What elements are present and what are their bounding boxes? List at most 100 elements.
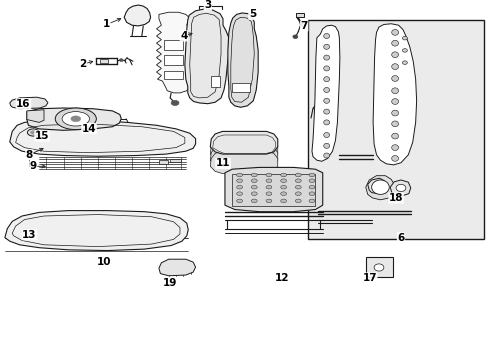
Bar bbox=[365, 257, 392, 277]
Text: 11: 11 bbox=[215, 158, 230, 168]
Polygon shape bbox=[365, 176, 394, 200]
Ellipse shape bbox=[323, 87, 329, 93]
Ellipse shape bbox=[71, 116, 81, 122]
Ellipse shape bbox=[265, 173, 271, 177]
Ellipse shape bbox=[236, 173, 242, 177]
Ellipse shape bbox=[323, 66, 329, 71]
Bar bbox=[164, 40, 183, 50]
Ellipse shape bbox=[30, 131, 36, 134]
Ellipse shape bbox=[402, 49, 407, 52]
Ellipse shape bbox=[308, 199, 314, 203]
Polygon shape bbox=[184, 9, 228, 104]
Text: 7: 7 bbox=[300, 21, 307, 31]
Ellipse shape bbox=[391, 121, 398, 127]
Ellipse shape bbox=[391, 40, 398, 46]
Bar bbox=[164, 71, 183, 79]
Ellipse shape bbox=[391, 30, 398, 35]
Ellipse shape bbox=[395, 184, 405, 192]
Ellipse shape bbox=[295, 192, 301, 195]
Ellipse shape bbox=[323, 143, 329, 148]
Bar bbox=[232, 174, 315, 206]
Bar bbox=[307, 20, 483, 239]
Ellipse shape bbox=[391, 156, 398, 161]
Text: 9: 9 bbox=[30, 161, 37, 171]
Text: 18: 18 bbox=[388, 193, 403, 203]
Ellipse shape bbox=[308, 192, 314, 195]
Ellipse shape bbox=[236, 199, 242, 203]
Polygon shape bbox=[210, 151, 277, 174]
Ellipse shape bbox=[323, 153, 329, 158]
Ellipse shape bbox=[323, 109, 329, 114]
Ellipse shape bbox=[323, 120, 329, 125]
Ellipse shape bbox=[373, 264, 383, 271]
Ellipse shape bbox=[236, 192, 242, 195]
Ellipse shape bbox=[236, 185, 242, 189]
Ellipse shape bbox=[295, 179, 301, 183]
Bar bbox=[100, 59, 107, 63]
Ellipse shape bbox=[308, 173, 314, 177]
Ellipse shape bbox=[55, 108, 96, 130]
Bar bbox=[170, 159, 181, 162]
Ellipse shape bbox=[280, 173, 286, 177]
Polygon shape bbox=[159, 259, 195, 276]
Ellipse shape bbox=[280, 185, 286, 189]
Text: 12: 12 bbox=[274, 273, 288, 283]
Ellipse shape bbox=[391, 145, 398, 150]
Text: 13: 13 bbox=[22, 230, 37, 240]
Polygon shape bbox=[311, 25, 339, 161]
Bar bbox=[159, 160, 167, 164]
Bar bbox=[295, 13, 303, 17]
Text: 1: 1 bbox=[103, 19, 110, 30]
Ellipse shape bbox=[280, 199, 286, 203]
Ellipse shape bbox=[391, 76, 398, 81]
Polygon shape bbox=[224, 167, 322, 212]
Ellipse shape bbox=[251, 185, 257, 189]
Ellipse shape bbox=[265, 192, 271, 195]
Text: 6: 6 bbox=[397, 233, 404, 243]
Polygon shape bbox=[10, 120, 195, 156]
Ellipse shape bbox=[171, 100, 179, 105]
Ellipse shape bbox=[391, 88, 398, 94]
Ellipse shape bbox=[308, 179, 314, 183]
Ellipse shape bbox=[265, 199, 271, 203]
Text: 2: 2 bbox=[80, 59, 86, 69]
Polygon shape bbox=[389, 180, 410, 196]
Ellipse shape bbox=[295, 173, 301, 177]
Text: 14: 14 bbox=[81, 123, 96, 134]
Ellipse shape bbox=[280, 179, 286, 183]
Ellipse shape bbox=[371, 180, 388, 194]
Text: 17: 17 bbox=[362, 273, 376, 283]
Polygon shape bbox=[27, 110, 44, 122]
Ellipse shape bbox=[402, 61, 407, 64]
Bar bbox=[231, 83, 250, 92]
Ellipse shape bbox=[323, 132, 329, 138]
Text: 5: 5 bbox=[248, 9, 255, 19]
Text: 19: 19 bbox=[163, 278, 177, 288]
Ellipse shape bbox=[323, 98, 329, 103]
Ellipse shape bbox=[27, 129, 39, 136]
Ellipse shape bbox=[265, 185, 271, 189]
Ellipse shape bbox=[251, 179, 257, 183]
Polygon shape bbox=[367, 178, 386, 194]
Polygon shape bbox=[210, 131, 277, 154]
Ellipse shape bbox=[391, 133, 398, 139]
Text: 4: 4 bbox=[180, 31, 187, 41]
Ellipse shape bbox=[295, 199, 301, 203]
Ellipse shape bbox=[323, 55, 329, 60]
Ellipse shape bbox=[391, 52, 398, 58]
Ellipse shape bbox=[251, 192, 257, 195]
Ellipse shape bbox=[323, 33, 329, 39]
Ellipse shape bbox=[280, 192, 286, 195]
Ellipse shape bbox=[323, 77, 329, 82]
Ellipse shape bbox=[391, 110, 398, 116]
Polygon shape bbox=[27, 108, 121, 130]
Ellipse shape bbox=[236, 179, 242, 183]
Ellipse shape bbox=[265, 179, 271, 183]
Ellipse shape bbox=[119, 59, 123, 62]
Ellipse shape bbox=[391, 99, 398, 104]
Polygon shape bbox=[124, 5, 150, 26]
Ellipse shape bbox=[295, 185, 301, 189]
Text: 8: 8 bbox=[26, 150, 33, 160]
Ellipse shape bbox=[292, 35, 297, 39]
Ellipse shape bbox=[323, 44, 329, 49]
